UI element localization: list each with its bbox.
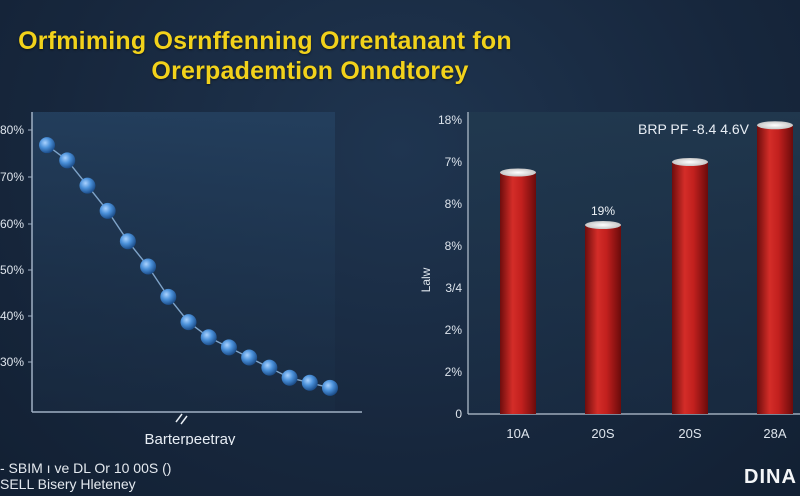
y-tick-label: 3/4	[445, 281, 462, 295]
y-tick-label: 2%	[445, 365, 463, 379]
footer-note: - SBIM ı ve DL Or 10 00S () SELL Bisery …	[0, 460, 380, 492]
y-axis-label: Lalw	[419, 267, 433, 292]
bar-cap	[672, 158, 708, 166]
data-point	[261, 359, 278, 376]
brand-logo: DINA	[744, 466, 797, 488]
y-tick-label: 8%	[445, 197, 463, 211]
footer-line-1: - SBIM ı ve DL Or 10 00S ()	[0, 460, 172, 476]
data-point	[119, 233, 136, 250]
data-point	[241, 349, 258, 366]
title-line-1: Orfmiming Osrnffenning Orrentanant fon	[18, 27, 512, 55]
data-point	[59, 152, 76, 169]
bar	[672, 162, 708, 414]
data-point	[322, 379, 338, 396]
data-point	[180, 314, 197, 331]
data-label: 19%	[591, 204, 615, 218]
line-chart: Barterpeetray 80% 70% 60% 50% 40% 30%	[0, 112, 362, 445]
bar	[500, 172, 536, 414]
title-line-2: Orerpademtion Onndtorey	[151, 57, 469, 85]
chart-title: Orfmiming Osrnffenning Orrentanant fon O…	[0, 26, 530, 86]
data-point	[160, 288, 177, 305]
data-point	[200, 329, 217, 346]
data-point	[79, 177, 96, 194]
data-point	[281, 369, 298, 386]
data-point	[140, 258, 157, 275]
y-tick-label: 30%	[0, 355, 24, 369]
x-tick-label: 10A	[506, 426, 529, 441]
y-tick-label: 50%	[0, 263, 24, 277]
bar-cap	[500, 168, 536, 177]
axis-break-icon	[175, 413, 188, 425]
y-tick-label: 18%	[438, 113, 462, 127]
y-tick-label: 0	[455, 407, 462, 421]
plot-panel	[32, 112, 335, 412]
bar-chart-title: BRP PF -8.4 4.6V	[638, 121, 750, 137]
x-tick-label: 20S	[678, 426, 701, 441]
data-point	[220, 339, 237, 356]
footer-line-2: SELL Bisery Hleteney	[0, 476, 136, 492]
y-tick-label: 2%	[445, 323, 463, 337]
y-tick-label: 40%	[0, 309, 24, 323]
data-point	[39, 137, 55, 154]
bar	[585, 225, 621, 414]
y-tick-label: 60%	[0, 217, 24, 231]
x-tick-label: 28A	[763, 426, 786, 441]
data-point	[99, 202, 116, 219]
y-tick-label: 7%	[445, 155, 463, 169]
x-tick-label: 20S	[591, 426, 614, 441]
bar-chart: BRP PF -8.4 4.6V Lalw 02%2%3/48%8%7%18% …	[419, 112, 800, 441]
bar-cap	[585, 221, 621, 229]
y-tick-label: 80%	[0, 123, 24, 137]
data-point	[301, 374, 318, 391]
y-tick-label: 70%	[0, 170, 24, 184]
x-axis-label: Barterpeetray	[145, 431, 236, 445]
bar-cap	[757, 121, 793, 130]
y-tick-label: 8%	[445, 239, 463, 253]
bar	[757, 125, 793, 414]
